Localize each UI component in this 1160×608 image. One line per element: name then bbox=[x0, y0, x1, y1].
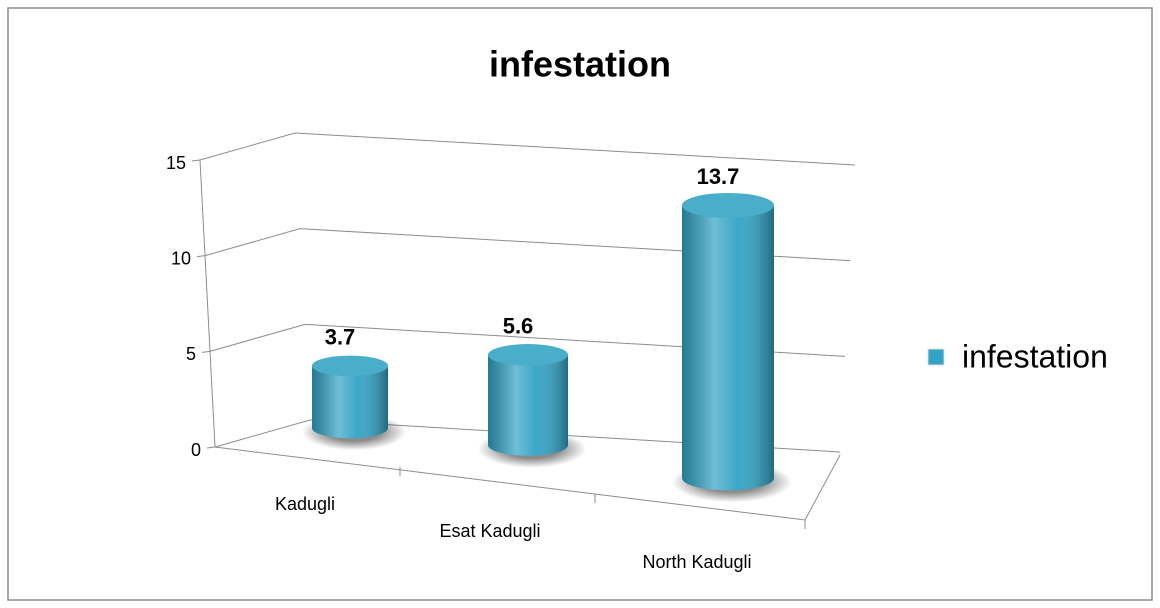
bar-top-shade bbox=[312, 355, 388, 377]
y-tick bbox=[191, 159, 201, 162]
bar-top bbox=[312, 355, 388, 377]
y-tick bbox=[196, 255, 206, 258]
y-tick bbox=[201, 350, 211, 353]
y-axis bbox=[199, 159, 216, 448]
grid-line bbox=[199, 132, 856, 166]
legend-swatch bbox=[927, 348, 945, 366]
chart-title: infestation bbox=[489, 44, 671, 85]
y-tick bbox=[206, 446, 216, 449]
bar-shading bbox=[488, 354, 568, 456]
grid-line bbox=[204, 228, 851, 262]
legend-label: infestation bbox=[962, 338, 1108, 374]
x-tick-label: Esat Kadugli bbox=[439, 521, 540, 541]
x-tick-label: Kadugli bbox=[275, 494, 335, 514]
y-tick-label: 5 bbox=[186, 344, 196, 364]
x-tick-label: North Kadugli bbox=[642, 552, 751, 572]
y-tick-label: 10 bbox=[171, 248, 191, 268]
grid-line bbox=[214, 419, 841, 453]
data-label: 13.7 bbox=[697, 164, 740, 189]
y-tick-label: 0 bbox=[191, 440, 201, 460]
data-label: 3.7 bbox=[325, 325, 356, 350]
bar-top-shade bbox=[488, 344, 568, 366]
y-tick-label: 15 bbox=[166, 153, 186, 173]
data-label: 5.6 bbox=[503, 314, 534, 339]
bar-shading bbox=[312, 365, 388, 439]
bar-top-shade bbox=[682, 192, 774, 218]
bar-top bbox=[682, 192, 774, 218]
chart-border bbox=[7, 7, 1153, 601]
bar-top bbox=[488, 344, 568, 366]
grid-line bbox=[209, 323, 846, 357]
bar-shading bbox=[682, 205, 774, 491]
